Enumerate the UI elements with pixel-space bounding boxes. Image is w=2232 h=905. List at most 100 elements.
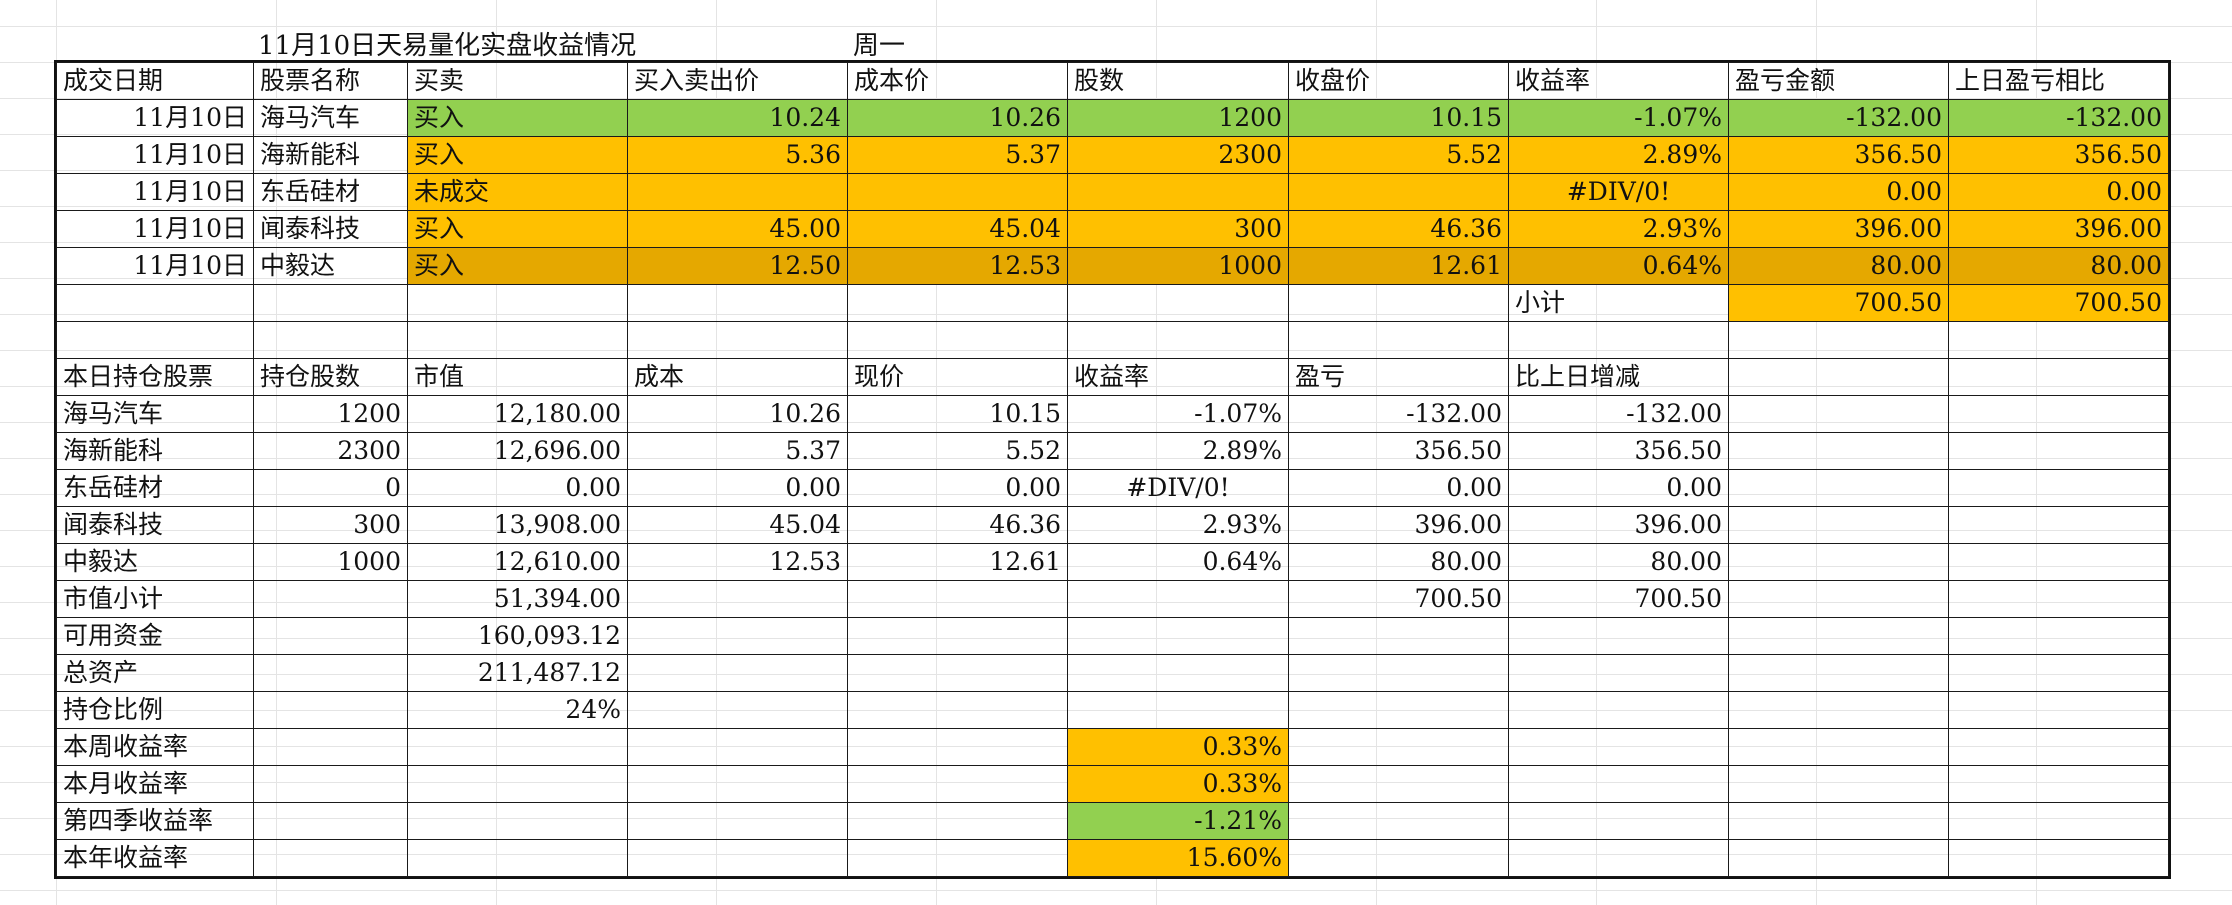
empty-cell[interactable] [847,691,1068,729]
empty-cell[interactable] [1948,654,2169,692]
empty-cell[interactable] [1728,321,1949,359]
trade-stock-name-cell[interactable]: 中毅达 [253,247,408,285]
empty-cell[interactable] [407,839,628,877]
summary-label-cell[interactable]: 可用资金 [56,617,254,655]
holding-pnl-cell[interactable]: 396.00 [1288,506,1509,544]
empty-cell[interactable] [1508,802,1729,840]
empty-cell[interactable] [253,321,408,359]
subtotal-pnl-cell[interactable]: 700.50 [1728,284,1949,322]
empty-cell[interactable] [1288,765,1509,803]
trade-date-cell[interactable]: 11月10日 [56,247,254,285]
empty-cell[interactable] [1948,691,2169,729]
empty-cell[interactable] [847,654,1068,692]
trade-date-cell[interactable]: 11月10日 [56,136,254,174]
trade-price-cell[interactable]: 10.24 [627,99,848,137]
return-value-cell[interactable]: -1.21% [1067,802,1289,840]
empty-cell[interactable] [1728,358,1949,396]
return-label-cell[interactable]: 本周收益率 [56,728,254,766]
trade-rate-cell[interactable]: #DIV/0! [1508,173,1729,211]
empty-cell[interactable] [847,284,1068,322]
trade-pnl-cell[interactable]: 396.00 [1728,210,1949,248]
trade-close-cell[interactable]: 5.52 [1288,136,1509,174]
trade-stock-name-cell[interactable]: 东岳硅材 [253,173,408,211]
empty-cell[interactable] [1288,654,1509,692]
empty-cell[interactable] [847,617,1068,655]
holding-rate-cell[interactable]: -1.07% [1067,395,1289,433]
trade-side-cell[interactable]: 买入 [407,99,628,137]
trade-vs-prev-cell[interactable]: 396.00 [1948,210,2169,248]
trade-pnl-cell[interactable]: 356.50 [1728,136,1949,174]
holding-shares-cell[interactable]: 1200 [253,395,408,433]
empty-cell[interactable] [627,580,848,618]
empty-cell[interactable] [253,580,408,618]
holdings-header-cell[interactable]: 成本 [627,358,848,396]
subtotal-label-cell[interactable]: 小计 [1508,284,1729,322]
trade-stock-name-cell[interactable]: 闻泰科技 [253,210,408,248]
holding-cost-cell[interactable]: 0.00 [627,469,848,507]
holding-cost-cell[interactable]: 12.53 [627,543,848,581]
empty-cell[interactable] [1948,839,2169,877]
holding-shares-cell[interactable]: 2300 [253,432,408,470]
trade-shares-cell[interactable]: 2300 [1067,136,1289,174]
empty-cell[interactable] [407,765,628,803]
empty-cell[interactable] [1948,432,2169,470]
holding-name-cell[interactable]: 东岳硅材 [56,469,254,507]
trade-price-cell[interactable]: 12.50 [627,247,848,285]
trade-shares-cell[interactable]: 300 [1067,210,1289,248]
empty-cell[interactable] [1728,617,1949,655]
holding-value-cell[interactable]: 0.00 [407,469,628,507]
trade-pnl-cell[interactable]: -132.00 [1728,99,1949,137]
empty-cell[interactable] [253,765,408,803]
trade-pnl-cell[interactable]: 80.00 [1728,247,1949,285]
holding-change-cell[interactable]: 396.00 [1508,506,1729,544]
trade-side-cell[interactable]: 买入 [407,136,628,174]
trades-header-cell[interactable]: 成本价 [847,62,1068,100]
empty-cell[interactable] [1948,358,2169,396]
trade-shares-cell[interactable]: 1200 [1067,99,1289,137]
trade-vs-prev-cell[interactable]: 356.50 [1948,136,2169,174]
holding-value-cell[interactable]: 12,696.00 [407,432,628,470]
empty-cell[interactable] [1508,765,1729,803]
trade-vs-prev-cell[interactable]: -132.00 [1948,99,2169,137]
subtotal-vs-prev-cell[interactable]: 700.50 [1948,284,2169,322]
empty-cell[interactable] [1067,617,1289,655]
holding-rate-cell[interactable]: 0.64% [1067,543,1289,581]
trades-header-cell[interactable]: 收益率 [1508,62,1729,100]
empty-cell[interactable] [1508,728,1729,766]
summary-value-cell[interactable]: 211,487.12 [407,654,628,692]
trade-shares-cell[interactable]: 1000 [1067,247,1289,285]
trade-vs-prev-cell[interactable]: 80.00 [1948,247,2169,285]
holding-pnl-cell[interactable]: -132.00 [1288,395,1509,433]
trade-cost-cell[interactable]: 12.53 [847,247,1068,285]
empty-cell[interactable] [1288,691,1509,729]
holding-cost-cell[interactable]: 45.04 [627,506,848,544]
holding-change-cell[interactable]: 0.00 [1508,469,1729,507]
holding-shares-cell[interactable]: 0 [253,469,408,507]
holdings-header-cell[interactable]: 市值 [407,358,628,396]
trade-stock-name-cell[interactable]: 海马汽车 [253,99,408,137]
empty-cell[interactable] [1948,617,2169,655]
trades-header-cell[interactable]: 买卖 [407,62,628,100]
empty-cell[interactable] [1728,765,1949,803]
trade-stock-name-cell[interactable]: 海新能科 [253,136,408,174]
trade-rate-cell[interactable]: 2.89% [1508,136,1729,174]
trade-date-cell[interactable]: 11月10日 [56,99,254,137]
holdings-header-cell[interactable]: 盈亏 [1288,358,1509,396]
empty-cell[interactable] [407,321,628,359]
empty-cell[interactable] [1508,321,1729,359]
empty-cell[interactable] [253,284,408,322]
empty-cell[interactable] [1508,654,1729,692]
empty-cell[interactable] [1948,321,2169,359]
summary-label-cell[interactable]: 持仓比例 [56,691,254,729]
empty-cell[interactable] [1728,728,1949,766]
empty-cell[interactable] [847,728,1068,766]
empty-cell[interactable] [253,839,408,877]
empty-cell[interactable] [1728,580,1949,618]
empty-cell[interactable] [1948,765,2169,803]
holding-cost-cell[interactable]: 10.26 [627,395,848,433]
weekday-label[interactable]: 周一 [853,31,906,61]
holding-rate-cell[interactable]: #DIV/0! [1067,469,1289,507]
holdings-header-cell[interactable]: 现价 [847,358,1068,396]
empty-cell[interactable] [253,691,408,729]
empty-cell[interactable] [1728,506,1949,544]
